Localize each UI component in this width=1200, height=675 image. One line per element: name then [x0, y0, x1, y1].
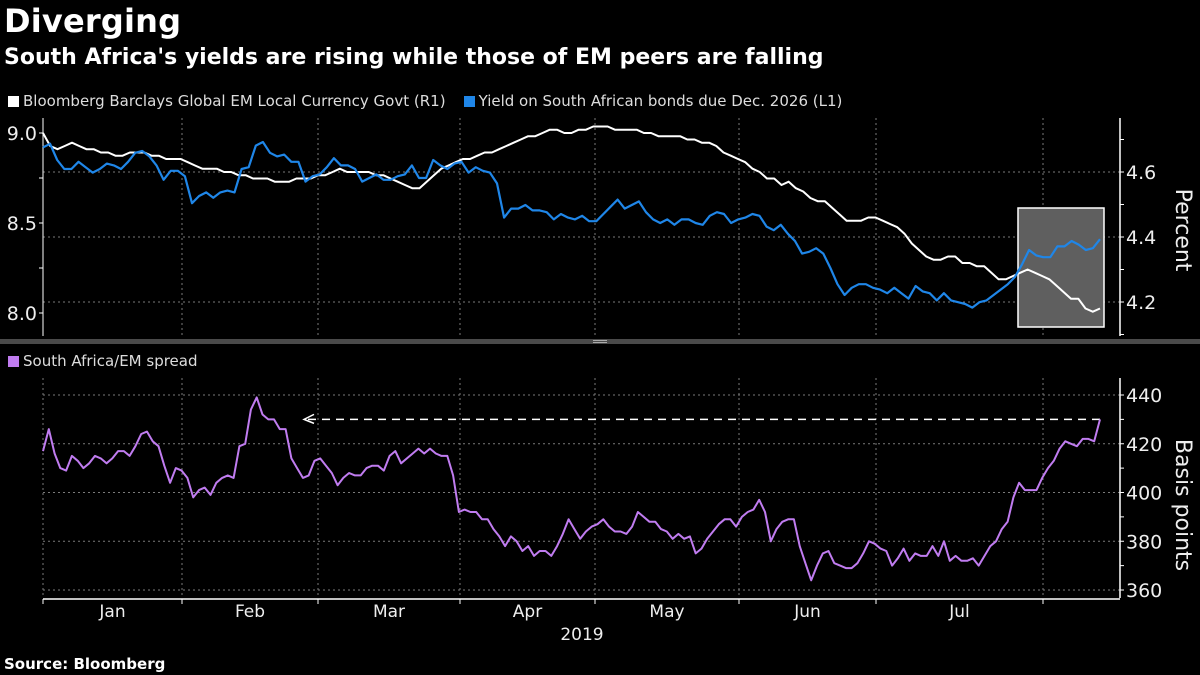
legend-swatch-spread: [8, 355, 19, 367]
bottom-legend: South Africa/EM spread: [8, 352, 198, 370]
bottom-right-tick-label: 420: [1126, 434, 1162, 456]
bottom-panel: 360 380 400 420 440: [42, 378, 1162, 602]
annotation-arrow-icon: [302, 413, 315, 425]
x-axis-year-label: 2019: [560, 625, 603, 645]
bottom-right-axis-title: Basis points: [1170, 439, 1195, 571]
legend-label-em-index: Bloomberg Barclays Global EM Local Curre…: [23, 92, 446, 110]
chart-title: Diverging: [4, 2, 182, 40]
bottom-right-tick-label: 360: [1126, 580, 1162, 602]
legend-swatch-em-index: [8, 95, 19, 107]
top-left-tick-label: 8.5: [7, 213, 37, 235]
x-axis-month-label: Apr: [513, 602, 542, 622]
spread-line: [42, 396, 1101, 582]
x-axis-month-label: Feb: [235, 602, 265, 622]
top-legend: Bloomberg Barclays Global EM Local Curre…: [8, 92, 842, 110]
top-right-tick-label: 4.2: [1126, 292, 1156, 314]
source-note: Source: Bloomberg: [4, 655, 166, 673]
x-axis-month-label: May: [649, 602, 684, 622]
top-right-tick-label: 4.6: [1126, 162, 1156, 184]
em-index-line: [42, 125, 1101, 313]
top-right-tick-label: 4.4: [1126, 227, 1156, 249]
legend-label-spread: South Africa/EM spread: [23, 352, 198, 370]
x-axis-month-label: Jun: [793, 602, 821, 622]
top-panel: 8.0 8.5 9.0 4.2 4.4 4.6: [7, 118, 1156, 336]
legend-swatch-sa-yield: [463, 95, 475, 107]
bottom-right-tick-label: 380: [1126, 531, 1162, 553]
x-axis-month-label: Jan: [98, 602, 125, 622]
panel-separator[interactable]: [0, 339, 1200, 344]
bottom-right-tick-label: 440: [1126, 385, 1162, 407]
highlight-box: [1017, 207, 1105, 328]
x-axis-month-label: Mar: [373, 602, 405, 622]
top-left-tick-label: 8.0: [7, 303, 37, 325]
sa-yield-line: [42, 140, 1101, 309]
x-axis-month-label: Jul: [948, 602, 970, 622]
legend-label-sa-yield: Yield on South African bonds due Dec. 20…: [478, 92, 843, 110]
separator-grip-icon[interactable]: [593, 340, 607, 343]
legend-item-sa-yield: Yield on South African bonds due Dec. 20…: [463, 92, 843, 110]
bottom-right-tick-label: 400: [1126, 483, 1162, 505]
top-right-axis-title: Percent: [1170, 189, 1195, 272]
top-left-tick-label: 9.0: [7, 123, 37, 145]
legend-item-em-index: Bloomberg Barclays Global EM Local Curre…: [8, 92, 446, 110]
x-axis: Jan Feb Mar Apr May Jun Jul: [42, 598, 1120, 622]
chart-subtitle: South Africa's yields are rising while t…: [4, 45, 824, 70]
